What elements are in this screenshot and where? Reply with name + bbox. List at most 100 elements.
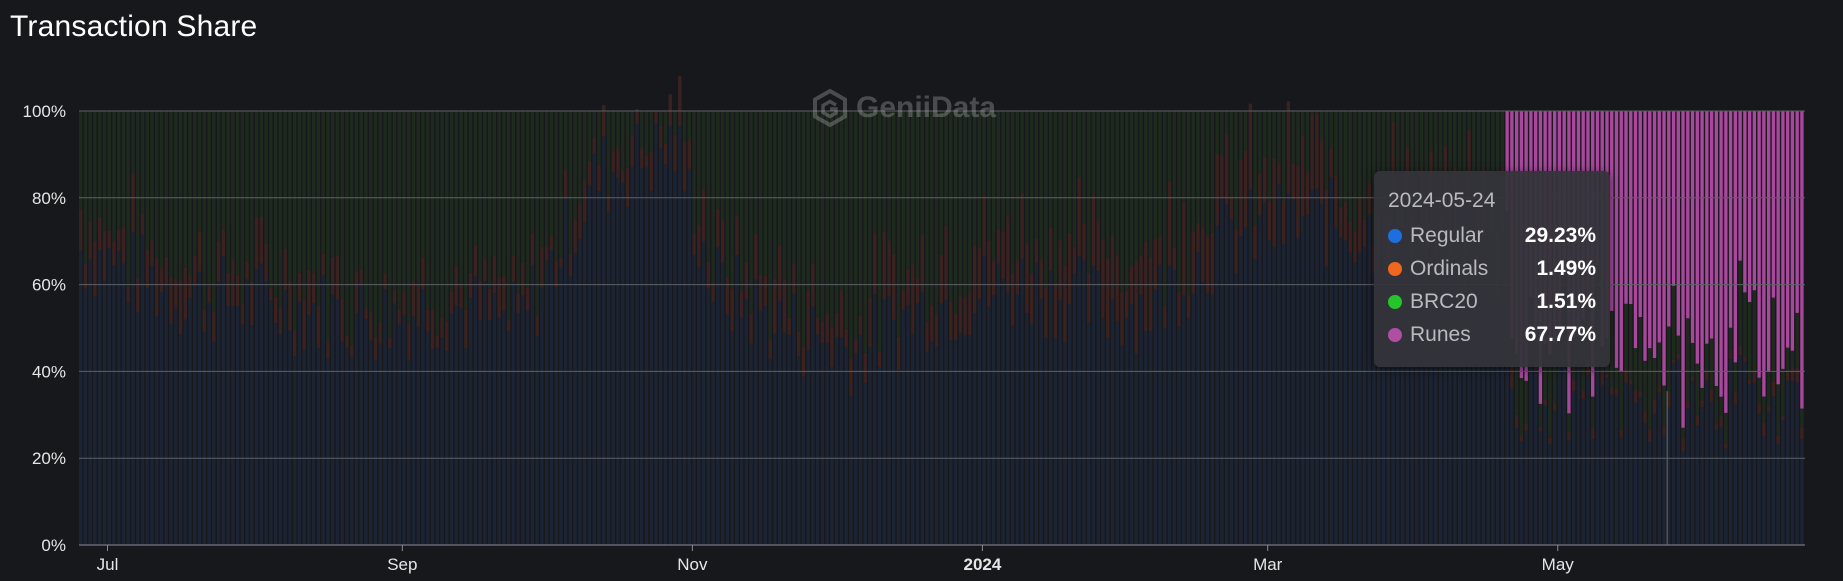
bar-day[interactable]: [1234, 111, 1238, 545]
bar-day[interactable]: [1320, 111, 1324, 545]
bar-day[interactable]: [202, 111, 206, 545]
bar-day[interactable]: [1662, 111, 1666, 545]
bar-day[interactable]: [568, 111, 573, 545]
bar-day[interactable]: [640, 111, 644, 545]
bar-day[interactable]: [112, 111, 116, 545]
bar-day[interactable]: [787, 111, 791, 545]
bar-day[interactable]: [1291, 111, 1295, 545]
bar-day[interactable]: [1044, 111, 1048, 545]
bar-day[interactable]: [949, 111, 953, 545]
bar-day[interactable]: [944, 111, 948, 545]
bar-day[interactable]: [697, 111, 701, 545]
bar-day[interactable]: [107, 111, 111, 545]
bar-day[interactable]: [340, 111, 344, 545]
bar-day[interactable]: [1125, 111, 1129, 545]
bar-day[interactable]: [1120, 111, 1124, 545]
bar-day[interactable]: [416, 111, 420, 545]
bar-day[interactable]: [906, 111, 910, 545]
bar-day[interactable]: [1638, 111, 1642, 545]
bar-day[interactable]: [411, 111, 416, 545]
bar-day[interactable]: [1082, 111, 1086, 545]
bar-day[interactable]: [359, 111, 363, 545]
bar-day[interactable]: [825, 111, 829, 545]
bar-day[interactable]: [801, 111, 806, 545]
bar-day[interactable]: [283, 111, 287, 545]
bar-day[interactable]: [1324, 111, 1329, 545]
bar-day[interactable]: [720, 111, 725, 545]
bar-day[interactable]: [121, 111, 126, 545]
bar-day[interactable]: [1063, 111, 1067, 545]
bar-day[interactable]: [516, 111, 520, 545]
bar-day[interactable]: [1733, 111, 1738, 545]
bar-day[interactable]: [687, 111, 691, 545]
bar-day[interactable]: [354, 111, 359, 545]
bar-day[interactable]: [701, 111, 706, 545]
bar-day[interactable]: [126, 111, 130, 545]
bar-day[interactable]: [502, 111, 506, 545]
bar-day[interactable]: [1091, 111, 1096, 545]
bar-day[interactable]: [649, 111, 653, 546]
bar-day[interactable]: [1001, 111, 1005, 545]
bar-day[interactable]: [1667, 111, 1671, 545]
bar-day[interactable]: [250, 111, 254, 545]
bar-day[interactable]: [93, 111, 97, 545]
bar-day[interactable]: [930, 111, 934, 545]
bar-day[interactable]: [820, 111, 825, 545]
bar-day[interactable]: [216, 111, 221, 545]
bar-day[interactable]: [1163, 111, 1167, 545]
bar-day[interactable]: [1110, 111, 1115, 545]
bar-day[interactable]: [1329, 111, 1333, 545]
bar-day[interactable]: [392, 111, 397, 545]
bar-day[interactable]: [592, 111, 596, 545]
bar-day[interactable]: [540, 111, 544, 545]
bar-day[interactable]: [544, 111, 549, 545]
bar-day[interactable]: [763, 111, 768, 545]
bar-day[interactable]: [892, 111, 896, 545]
bar-day[interactable]: [996, 111, 1001, 545]
bar-day[interactable]: [578, 111, 582, 545]
bar-day[interactable]: [478, 111, 482, 545]
bar-day[interactable]: [1182, 111, 1186, 545]
bar-day[interactable]: [1134, 111, 1138, 545]
bar-day[interactable]: [321, 111, 325, 545]
bar-day[interactable]: [335, 111, 340, 545]
bar-day[interactable]: [796, 111, 801, 545]
bar-day[interactable]: [549, 111, 554, 545]
bar-day[interactable]: [1648, 111, 1652, 545]
bar-day[interactable]: [1072, 111, 1077, 545]
bar-day[interactable]: [378, 111, 382, 545]
bar-day[interactable]: [1334, 111, 1338, 546]
bar-day[interactable]: [145, 111, 149, 545]
bar-day[interactable]: [1010, 111, 1015, 545]
bar-day[interactable]: [1029, 111, 1034, 545]
bar-day[interactable]: [953, 111, 958, 545]
bar-day[interactable]: [364, 111, 368, 545]
bar-day[interactable]: [1253, 111, 1257, 545]
bar-day[interactable]: [88, 111, 92, 545]
bar-day[interactable]: [915, 111, 920, 545]
bar-day[interactable]: [506, 111, 511, 545]
bar-day[interactable]: [563, 111, 568, 545]
bar-day[interactable]: [445, 111, 449, 545]
bar-day[interactable]: [782, 111, 787, 545]
bar-day[interactable]: [887, 111, 891, 545]
bar-day[interactable]: [1747, 111, 1752, 545]
bar-day[interactable]: [1039, 111, 1043, 545]
bar-day[interactable]: [288, 111, 292, 545]
bar-day[interactable]: [806, 111, 810, 545]
bar-day[interactable]: [1714, 111, 1719, 545]
bar-day[interactable]: [245, 111, 249, 545]
bar-day[interactable]: [174, 111, 178, 545]
bar-day[interactable]: [1633, 111, 1638, 545]
bar-day[interactable]: [1738, 111, 1742, 545]
bar-day[interactable]: [625, 111, 630, 545]
bar-day[interactable]: [1262, 111, 1267, 545]
bar-day[interactable]: [1267, 111, 1272, 545]
bar-day[interactable]: [231, 111, 235, 545]
bar-day[interactable]: [511, 111, 516, 545]
bar-day[interactable]: [1201, 111, 1205, 545]
bar-day[interactable]: [1115, 111, 1119, 545]
bar-day[interactable]: [654, 111, 658, 546]
bar-day[interactable]: [1215, 111, 1219, 545]
